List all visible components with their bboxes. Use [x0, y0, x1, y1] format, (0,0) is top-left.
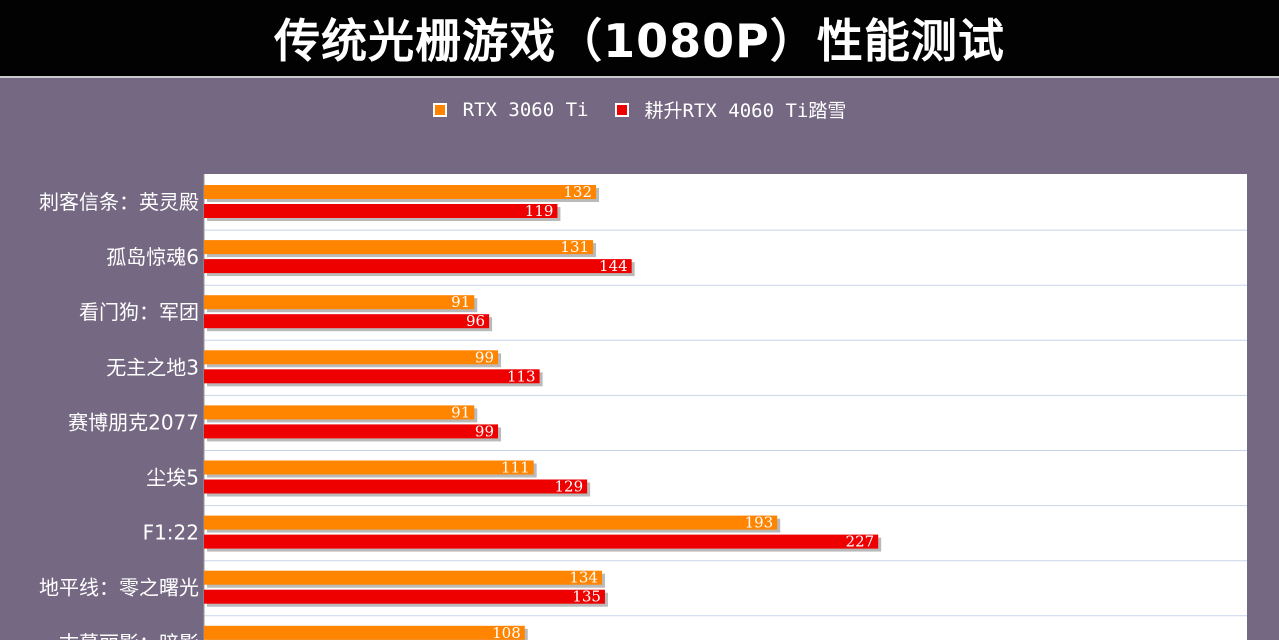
bar	[204, 515, 778, 530]
data-label: 99	[475, 422, 494, 440]
category-label: 孤岛惊魂6	[106, 245, 199, 269]
data-label: 113	[507, 367, 536, 385]
bar	[204, 534, 879, 549]
bar	[204, 369, 540, 384]
legend-item-series-1: RTX 3060 Ti	[432, 98, 589, 121]
data-label: 227	[846, 533, 875, 551]
legend: RTX 3060 Ti 耕升RTX 4060 Ti踏雪	[0, 96, 1279, 123]
data-label: 91	[451, 293, 470, 311]
data-label: 111	[501, 459, 530, 477]
bar	[204, 625, 525, 640]
data-label: 144	[599, 257, 628, 275]
category-label: 无主之地3	[106, 355, 199, 379]
data-label: 193	[745, 514, 774, 532]
category-label: F1:22	[143, 521, 199, 545]
data-label: 134	[569, 569, 598, 587]
bar	[204, 424, 499, 439]
category-label: 赛博朋克2077	[68, 410, 199, 434]
data-label: 131	[560, 238, 589, 256]
bar	[204, 479, 588, 494]
bar	[204, 405, 475, 420]
category-label: 刺客信条：英灵殿	[39, 190, 199, 214]
bar	[204, 460, 534, 475]
legend-label-series-1: RTX 3060 Ti	[462, 98, 589, 121]
category-label: 看门狗：军团	[79, 300, 199, 324]
data-label: 91	[451, 403, 470, 421]
legend-item-series-2: 耕升RTX 4060 Ti踏雪	[614, 96, 847, 123]
bar	[204, 185, 597, 199]
data-label: 135	[572, 588, 601, 606]
legend-swatch-series-2	[614, 102, 629, 117]
data-label: 108	[492, 624, 521, 640]
data-label: 132	[563, 183, 592, 201]
category-label: 古墓丽影：暗影	[59, 631, 199, 640]
category-label: 尘埃5	[146, 466, 199, 490]
bar	[204, 295, 475, 310]
bar	[204, 314, 490, 329]
bar	[204, 589, 605, 604]
data-label: 119	[525, 202, 554, 220]
legend-label-series-2: 耕升RTX 4060 Ti踏雪	[644, 100, 847, 122]
legend-swatch-series-1	[432, 102, 447, 117]
bar	[204, 350, 499, 365]
data-label: 129	[554, 478, 583, 496]
bar	[204, 204, 558, 218]
chart-title: 传统光栅游戏（1080P）性能测试	[274, 14, 1005, 68]
bar	[204, 259, 632, 274]
title-bar: 传统光栅游戏（1080P）性能测试	[0, 0, 1279, 78]
data-label: 96	[466, 312, 485, 330]
data-label: 99	[475, 348, 494, 366]
bar	[204, 570, 602, 585]
category-label: 地平线：零之曙光	[39, 576, 199, 600]
bar	[204, 240, 594, 255]
